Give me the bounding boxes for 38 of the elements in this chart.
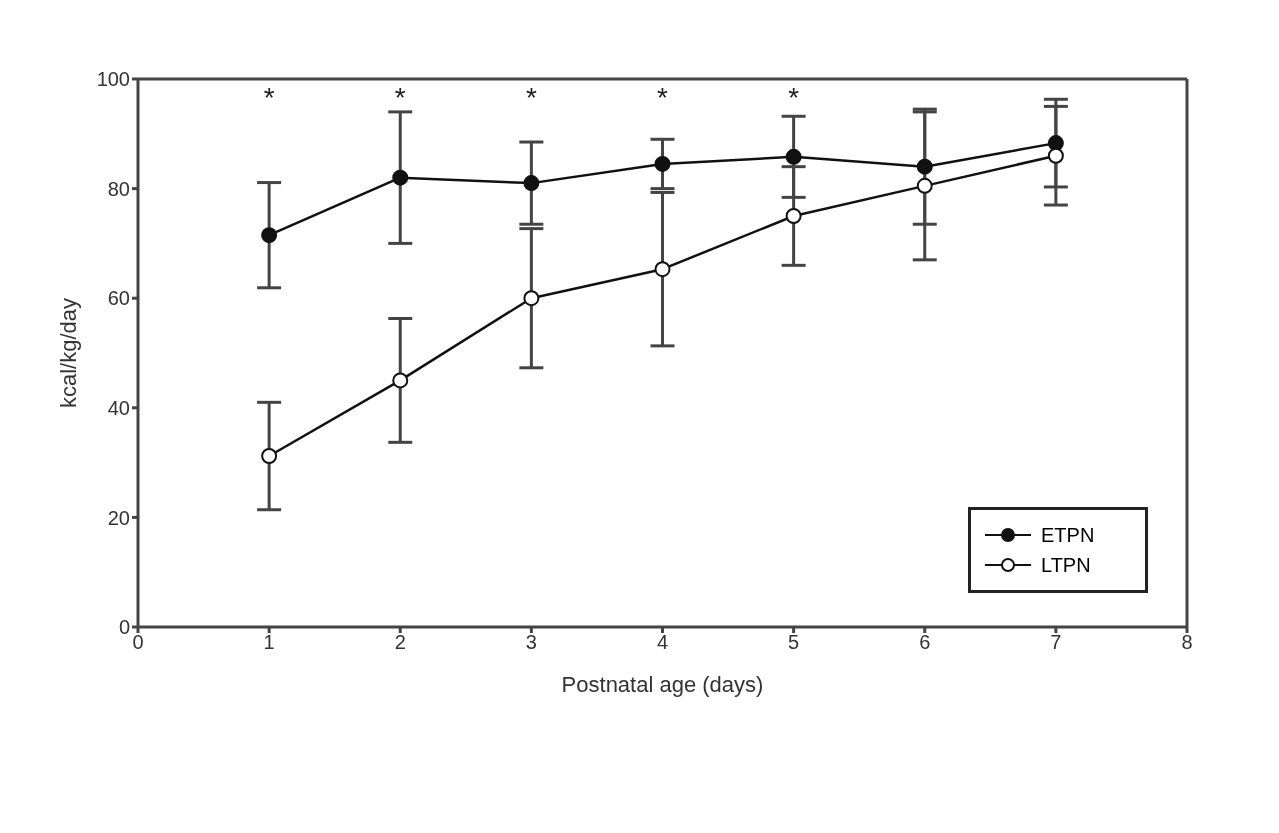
point [916,158,933,175]
x-tick-label: 5 [788,631,800,654]
y-tick-label: 20 [107,506,130,529]
x-tick-label: 6 [919,631,931,654]
y-tick-label: 40 [107,396,130,419]
x-axis-title: Postnatal age (days) [561,672,764,697]
y-tick-label: 100 [96,68,130,91]
annotation: * [394,81,406,113]
point [392,169,409,186]
annotation: * [788,81,800,113]
point [785,148,802,165]
y-tick-label: 80 [107,177,130,200]
x-tick-label: 1 [263,631,275,654]
y-tick-label: 0 [118,616,130,639]
annotation: * [657,81,669,113]
point [1047,147,1064,164]
annotation: * [263,81,275,113]
point [261,227,278,244]
point [916,177,933,194]
legend-label: LTPN [1041,553,1091,578]
x-tick-label: 4 [656,631,669,654]
x-tick-label: 0 [132,631,144,654]
point [1047,135,1064,152]
point [654,155,671,172]
y-tick-label: 60 [107,287,130,310]
x-tick-label: 7 [1050,631,1062,654]
point [785,208,802,224]
point [392,372,409,389]
legend-label: ETPN [1041,523,1095,548]
annotation: * [525,81,537,113]
point [261,448,278,465]
x-tick-label: 3 [525,631,537,654]
point [654,261,671,278]
x-tick-label: 8 [1181,631,1193,654]
y-axis-title: kcal/kg/day [55,297,81,409]
point [523,290,540,307]
x-tick-label: 2 [394,631,406,654]
point [523,175,540,192]
